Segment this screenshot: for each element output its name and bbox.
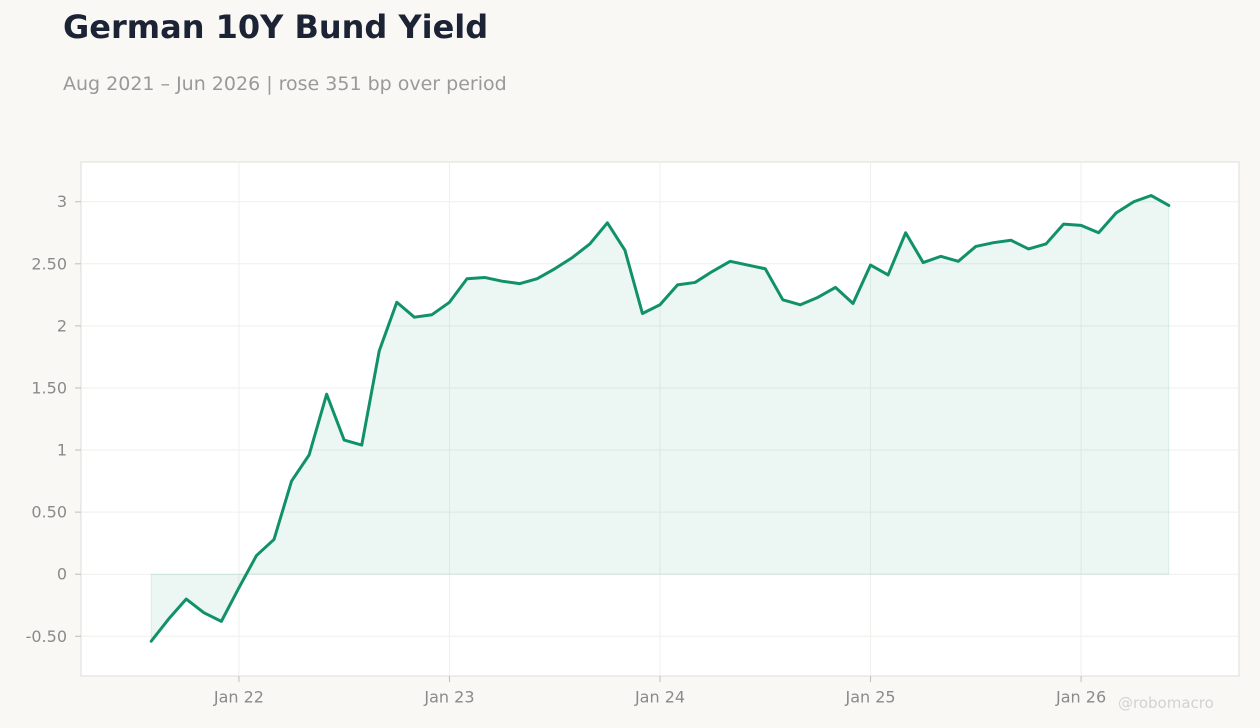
y-tick-label: 2 [57,316,67,335]
watermark: @robomacro [1118,694,1214,712]
x-tick-label: Jan 23 [423,688,474,707]
x-axis: Jan 22 Jan 23 Jan 24 Jan 25 Jan 26 [213,676,1106,707]
series-line [149,194,1171,643]
y-tick-label: 0.50 [31,503,67,522]
gridlines [81,162,1239,676]
x-tick-label: Jan 22 [213,688,264,707]
y-tick-label: -0.50 [26,627,67,646]
x-tick-label: Jan 24 [634,688,685,707]
y-axis: -0.50 0 0.50 1 1.50 2 2.50 3 [26,192,81,646]
x-tick-label: Jan 25 [844,688,895,707]
y-tick-label: 1 [57,441,67,460]
chart-subtitle: Aug 2021 – Jun 2026 | rose 351 bp over p… [63,73,507,95]
chart-title: German 10Y Bund Yield [63,8,489,46]
y-tick-label: 0 [57,565,67,584]
y-tick-label: 3 [57,192,67,211]
y-tick-label: 1.50 [31,378,67,397]
line-layer [149,194,1171,643]
x-tick-label: Jan 26 [1055,688,1106,707]
y-tick-label: 2.50 [31,254,67,273]
